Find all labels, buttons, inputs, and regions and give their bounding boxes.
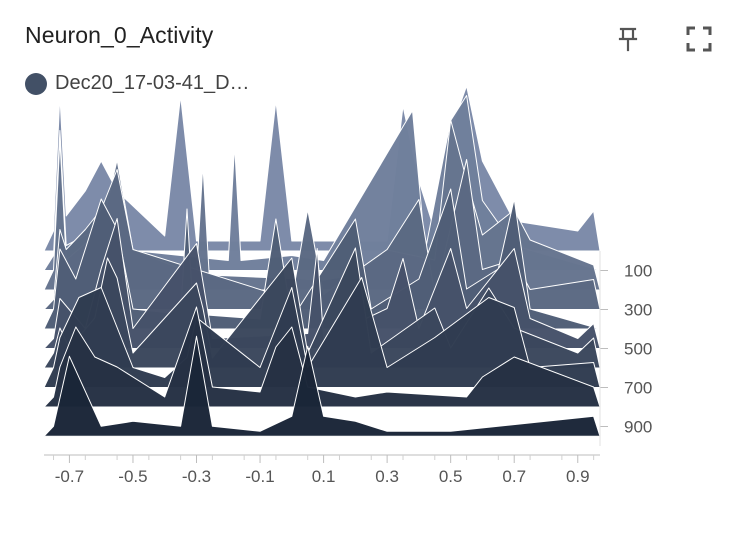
histogram-step-800 — [43, 306, 601, 408]
y-tick-label: 900 — [624, 418, 652, 437]
x-tick-label: -0.5 — [118, 467, 147, 486]
histogram-step-950 — [43, 335, 601, 437]
fullscreen-button[interactable] — [682, 22, 716, 56]
fullscreen-icon — [686, 26, 712, 52]
x-tick-label: 0.5 — [439, 467, 463, 486]
x-tick-label: -0.1 — [245, 467, 274, 486]
x-tick-label: 0.3 — [375, 467, 399, 486]
y-tick-label: 700 — [624, 379, 652, 398]
pin-button[interactable] — [611, 22, 645, 56]
y-tick-label: 500 — [624, 340, 652, 359]
x-tick-label: -0.7 — [55, 467, 84, 486]
y-tick-label: 100 — [624, 262, 652, 281]
legend-run-label: Dec20_17-03-41_D… — [55, 72, 250, 94]
x-tick-label: 0.7 — [502, 467, 526, 486]
x-tick-label: 0.9 — [566, 467, 590, 486]
y-tick-label: 300 — [624, 301, 652, 320]
legend-color-dot — [25, 72, 47, 95]
histogram-step-700 — [43, 277, 601, 388]
legend: Dec20_17-03-41_D… — [25, 72, 250, 95]
x-tick-label: 0.1 — [312, 467, 336, 486]
card-title: Neuron_0_Activity — [25, 22, 214, 48]
pin-icon — [618, 27, 638, 52]
x-tick-label: -0.3 — [182, 467, 211, 486]
